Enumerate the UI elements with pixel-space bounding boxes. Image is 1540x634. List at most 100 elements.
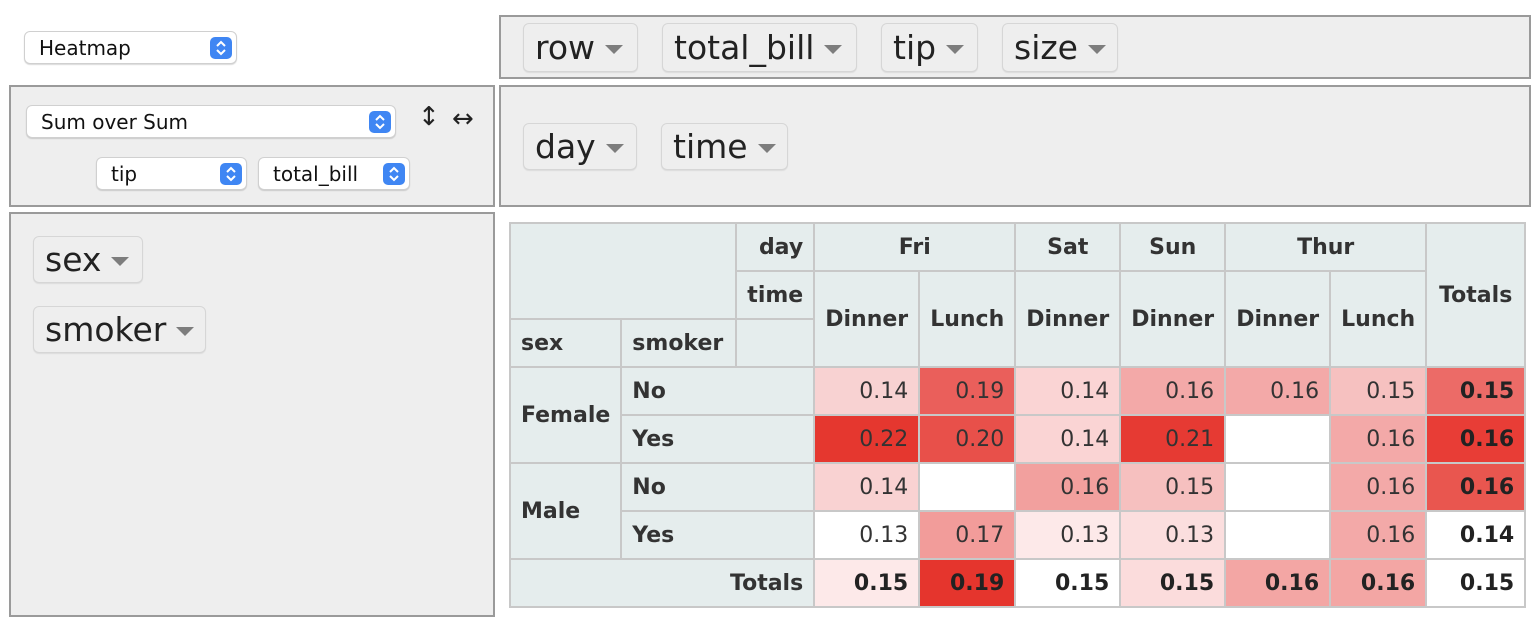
col-header-time: Dinner xyxy=(1119,270,1227,368)
row-total-cell: 0.16 xyxy=(1425,462,1527,512)
col-header-time: Lunch xyxy=(918,270,1017,368)
row-header-smoker: No xyxy=(620,366,816,416)
renderer-select[interactable]: Heatmap xyxy=(24,31,237,64)
col-attr-pill-day[interactable]: day xyxy=(523,123,637,170)
col-attr-pill-time[interactable]: time xyxy=(661,123,788,170)
col-header-time: Dinner xyxy=(1224,270,1332,368)
pivot-cell: 0.20 xyxy=(918,414,1017,464)
table-row: Male No 0.14 0.16 0.15 0.16 0.16 xyxy=(508,462,1527,560)
attr-pill-label: time xyxy=(673,127,748,166)
pivot-cell xyxy=(1224,510,1332,560)
col-total-cell: 0.15 xyxy=(813,558,921,608)
attr-pill-size[interactable]: size xyxy=(1002,23,1118,72)
dropdown-triangle-icon xyxy=(757,144,776,153)
col-header-day: Thur xyxy=(1224,222,1428,272)
attr-pill-row[interactable]: row xyxy=(523,23,638,72)
row-total-cell: 0.15 xyxy=(1425,366,1527,416)
col-header-day: Fri xyxy=(813,222,1017,272)
row-total-cell: 0.16 xyxy=(1425,414,1527,464)
pivot-cell: 0.17 xyxy=(918,510,1017,560)
col-attr-label-time: time xyxy=(735,270,816,320)
pivot-cell: 0.14 xyxy=(813,366,921,416)
row-order-icon[interactable]: ↕ xyxy=(418,102,440,132)
aggregator-select[interactable]: Sum over Sum xyxy=(26,105,396,138)
col-total-cell: 0.19 xyxy=(918,558,1017,608)
col-total-cell: 0.16 xyxy=(1329,558,1428,608)
col-order-icon[interactable]: ↔ xyxy=(452,104,474,134)
col-totals-row: Totals 0.15 0.19 0.15 0.15 0.16 0.16 0.1… xyxy=(508,558,1527,608)
aggregator-arg2-select[interactable]: total_bill xyxy=(258,157,410,190)
pivot-cell: 0.13 xyxy=(1119,510,1227,560)
attr-pill-total-bill[interactable]: total_bill xyxy=(662,23,857,72)
dropdown-triangle-icon xyxy=(605,144,624,153)
renderer-select-value: Heatmap xyxy=(39,35,131,60)
aggregator-arg1-value: tip xyxy=(111,161,138,186)
attr-pill-label: tip xyxy=(893,28,937,67)
col-attributes-area xyxy=(499,85,1531,207)
pivot-cell: 0.16 xyxy=(1329,462,1428,512)
row-header-smoker: Yes xyxy=(620,414,816,464)
select-stepper-icon xyxy=(383,162,405,185)
table-row: Yes 0.22 0.20 0.14 0.21 0.16 0.16 xyxy=(510,414,1527,464)
pivot-corner xyxy=(508,222,738,320)
col-attr-label-day: day xyxy=(735,222,816,272)
row-totals-header: Totals xyxy=(1425,222,1527,368)
pivot-cell: 0.16 xyxy=(1329,414,1428,464)
dropdown-triangle-icon xyxy=(605,45,624,54)
select-stepper-icon xyxy=(210,36,232,59)
aggregator-arg2-value: total_bill xyxy=(273,161,359,186)
pivot-cell xyxy=(1224,414,1332,464)
attr-pill-label: sex xyxy=(45,240,102,279)
dropdown-triangle-icon xyxy=(1088,45,1106,54)
pivot-cell: 0.15 xyxy=(1329,366,1428,416)
grand-total-cell: 0.15 xyxy=(1425,558,1527,608)
select-stepper-icon xyxy=(220,162,242,185)
pivot-cell: 0.16 xyxy=(1224,366,1332,416)
pivot-table: day Fri Sat Sun Thur Totals time Dinner … xyxy=(508,222,1527,608)
col-total-cell: 0.16 xyxy=(1224,558,1332,608)
pivot-header-spacer xyxy=(735,318,816,368)
dropdown-triangle-icon xyxy=(824,45,843,54)
pivot-cell: 0.22 xyxy=(813,414,921,464)
attr-pill-label: size xyxy=(1014,28,1078,67)
table-row: Female No 0.14 0.19 0.14 0.16 0.16 0.15 … xyxy=(508,366,1527,464)
row-attr-pill-sex[interactable]: sex xyxy=(33,236,143,283)
dropdown-triangle-icon xyxy=(176,327,195,336)
col-total-cell: 0.15 xyxy=(1119,558,1227,608)
row-attr-label-smoker: smoker xyxy=(620,318,738,368)
attr-pill-label: total_bill xyxy=(674,28,815,67)
pivot-cell: 0.14 xyxy=(1014,366,1122,416)
attr-pill-label: day xyxy=(535,127,596,166)
attr-pill-label: row xyxy=(535,28,596,67)
col-header-day: Sat xyxy=(1014,222,1122,272)
dropdown-triangle-icon xyxy=(111,257,130,266)
table-row: Yes 0.13 0.17 0.13 0.13 0.16 0.14 xyxy=(510,510,1527,560)
pivot-cell: 0.15 xyxy=(1119,462,1227,512)
row-header-smoker: No xyxy=(620,462,816,512)
attr-pill-label: smoker xyxy=(45,310,167,349)
pivot-cell xyxy=(918,462,1017,512)
col-header-day: Sun xyxy=(1119,222,1227,272)
attr-pill-tip[interactable]: tip xyxy=(881,23,978,72)
row-header-sex: Male xyxy=(508,462,623,560)
pivot-cell: 0.16 xyxy=(1014,462,1122,512)
pivot-cell: 0.16 xyxy=(1119,366,1227,416)
pivot-cell: 0.14 xyxy=(1014,414,1122,464)
col-header-time: Lunch xyxy=(1329,270,1428,368)
select-stepper-icon xyxy=(369,110,391,133)
aggregator-arg1-select[interactable]: tip xyxy=(96,157,247,190)
pivot-cell: 0.13 xyxy=(1014,510,1122,560)
row-attr-pill-smoker[interactable]: smoker xyxy=(33,306,206,353)
col-header-time: Dinner xyxy=(813,270,921,368)
pivot-cell: 0.19 xyxy=(918,366,1017,416)
col-totals-header: Totals xyxy=(508,558,816,608)
col-header-time: Dinner xyxy=(1014,270,1122,368)
pivot-cell: 0.16 xyxy=(1329,510,1428,560)
pivot-cell xyxy=(1224,462,1332,512)
dropdown-triangle-icon xyxy=(946,45,965,54)
col-total-cell: 0.15 xyxy=(1014,558,1122,608)
row-header-smoker: Yes xyxy=(620,510,816,560)
row-attr-label-sex: sex xyxy=(508,318,623,368)
pivot-cell: 0.13 xyxy=(813,510,921,560)
row-header-sex: Female xyxy=(508,366,623,464)
